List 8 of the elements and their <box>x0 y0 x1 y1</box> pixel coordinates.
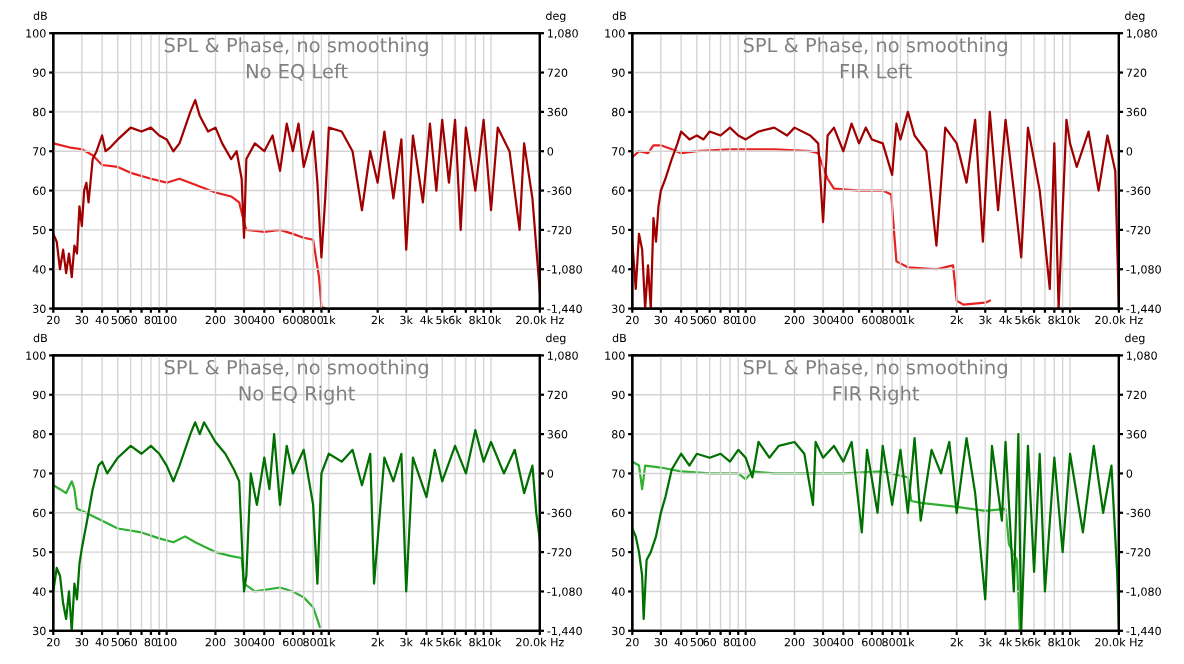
chart-title: SPL & Phase, no smoothing <box>743 37 1007 57</box>
text: No EQ Left <box>246 63 348 81</box>
text: FIR Left <box>840 63 912 79</box>
chart-title: SPL & Phase, no smoothing <box>164 37 428 57</box>
text: No EQ Right <box>239 385 355 405</box>
chart-title: SPL & Phase, no smoothing <box>743 359 1007 379</box>
text: FIR Right <box>833 385 920 405</box>
chart-title: SPL & Phase, no smoothing <box>164 359 428 379</box>
